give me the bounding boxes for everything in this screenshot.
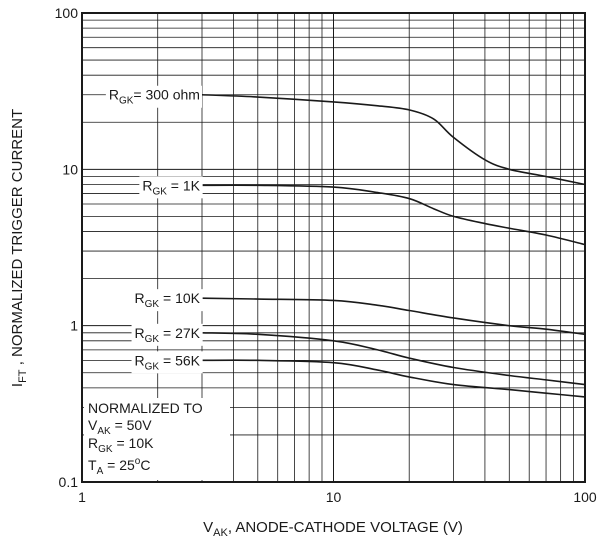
normalization-note: NORMALIZED TO VAK = 50V RGK = 10K TA = 2… [84, 398, 230, 480]
plot-frame [81, 12, 586, 483]
series-label-bg-3 [131, 289, 203, 312]
note-background [84, 398, 230, 480]
series-label-bg-5 [131, 351, 203, 374]
note-line-2: VAK = 50V [88, 417, 152, 437]
x-tick-label: 10 [326, 489, 342, 505]
series-label-4: RGK = 27K [135, 325, 201, 345]
y-tick-label: 10 [62, 161, 78, 177]
curves [201, 93, 586, 398]
series-line-3 [201, 297, 586, 336]
x-tick-label: 1 [78, 489, 86, 505]
series-line-1 [201, 93, 586, 186]
note-line-4: TA = 25oC [88, 456, 150, 477]
y-tick-label: 100 [55, 5, 79, 21]
series-line-5 [201, 359, 586, 398]
series-line-4 [201, 332, 586, 386]
y-tick-label: 1 [70, 318, 78, 334]
x-axis-label: VAK, ANODE-CATHODE VOLTAGE (V) [203, 519, 463, 539]
series-label-5: RGK = 56K [135, 352, 201, 372]
series-label-1: RGK= 300 ohm [109, 87, 200, 107]
note-line-3: RGK = 10K [88, 435, 154, 455]
series-label-bg-1 [105, 85, 202, 108]
y-axis-label: IFT , NORMALIZED TRIGGER CURRENT [9, 109, 29, 387]
series-label-3: RGK = 10K [135, 290, 201, 310]
series-line-2 [201, 184, 586, 246]
y-tick-label: 0.1 [59, 474, 79, 490]
series-label-2: RGK = 1K [142, 177, 200, 197]
grid [82, 13, 585, 482]
series-label-bg-2 [139, 176, 203, 199]
series-label-bg-4 [131, 323, 203, 346]
note-line-1: NORMALIZED TO [88, 400, 203, 416]
curve-labels: RGK= 300 ohm RGK = 1K RGK = 10K RGK = 27K RG… [105, 85, 203, 374]
x-tick-label: 100 [573, 489, 597, 505]
